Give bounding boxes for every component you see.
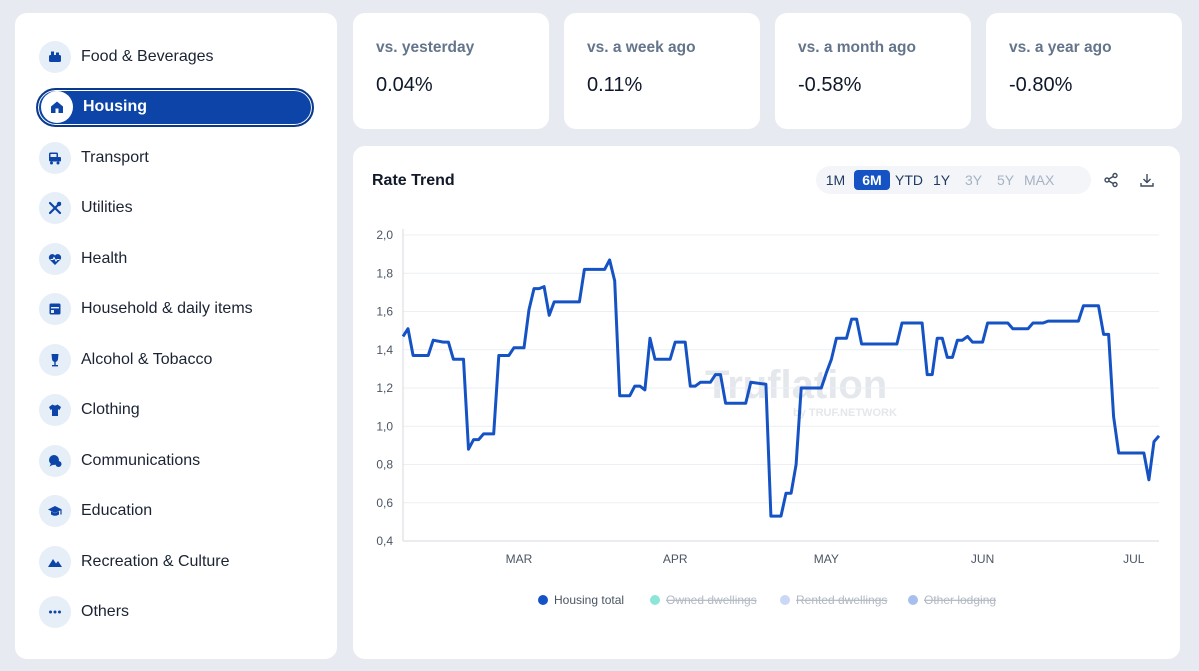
range-max-button[interactable]: MAX — [1024, 172, 1055, 188]
wine-glass-icon — [39, 343, 71, 376]
sidebar-item-label: Alcohol & Tobacco — [81, 350, 213, 368]
household-icon — [39, 293, 71, 325]
legend-item-label[interactable]: Owned dwellings — [666, 593, 757, 607]
mountain-icon — [39, 545, 71, 578]
legend-marker — [650, 595, 660, 605]
sidebar-item-housing[interactable]: Housing — [36, 87, 314, 127]
y-tick-label: 0,4 — [376, 534, 393, 548]
sidebar-item-transport[interactable]: Transport — [36, 138, 314, 177]
y-tick-label: 1,6 — [376, 305, 393, 319]
x-tick-label: MAY — [814, 552, 839, 566]
sidebar-item-food-beverages[interactable]: Food & Beverages — [36, 37, 314, 76]
sidebar-item-label: Food & Beverages — [81, 47, 214, 65]
watermark-brand: Truflation — [705, 363, 887, 407]
sidebar-item-others[interactable]: Others — [36, 593, 314, 632]
stat-card-yesterday: vs. yesterday 0.04% — [353, 13, 549, 129]
y-tick-label: 0,6 — [376, 496, 393, 510]
download-button[interactable] — [1135, 168, 1159, 192]
sidebar-item-household-daily-items[interactable]: Household & daily items — [36, 290, 314, 329]
sidebar-item-utilities[interactable]: Utilities — [36, 189, 314, 228]
legend-marker — [908, 595, 918, 605]
x-tick-label: APR — [663, 552, 688, 566]
stat-value: -0.80% — [1009, 74, 1073, 96]
stat-title: vs. a week ago — [587, 39, 696, 56]
sidebar-item-alcohol-tobacco[interactable]: Alcohol & Tobacco — [36, 340, 314, 379]
y-tick-label: 2,0 — [376, 228, 393, 242]
heart-icon — [39, 242, 71, 275]
sidebar-item-label: Education — [81, 502, 153, 519]
download-icon — [1140, 174, 1154, 187]
category-sidebar: Food & Beverages Housing Transport Utilitie… — [15, 13, 337, 659]
sidebar-item-education[interactable]: Education — [36, 492, 314, 531]
stat-value: 0.04% — [376, 74, 433, 96]
legend-item-label[interactable]: Other lodging — [924, 593, 996, 607]
sidebar-item-label: Household & daily items — [81, 300, 253, 317]
sidebar-item-label: Communications — [81, 451, 201, 469]
sidebar-item-clothing[interactable]: Clothing — [36, 391, 314, 430]
food-icon — [39, 40, 71, 73]
x-tick-label: JUN — [971, 552, 994, 566]
sidebar-item-label: Housing — [83, 98, 147, 115]
sidebar-item-label: Transport — [81, 148, 149, 166]
shirt-icon — [39, 394, 71, 426]
series-line-housing-total — [401, 258, 1161, 518]
sidebar-item-label: Others — [81, 603, 130, 620]
time-range-selector: 1M 6M YTD 1Y 3Y 5Y MAX — [816, 166, 1091, 194]
range-6m-button[interactable]: 6M — [854, 170, 890, 190]
stat-value: 0.11% — [587, 74, 643, 96]
range-ytd-button[interactable]: YTD — [895, 172, 923, 188]
dots-icon — [39, 596, 71, 628]
y-tick-label: 1,0 — [376, 419, 393, 433]
sidebar-item-label: Health — [81, 249, 128, 267]
stat-card-month: vs. a month ago -0.58% — [775, 13, 971, 129]
x-tick-label: MAR — [506, 552, 533, 566]
legend-item-label[interactable]: Rented dwellings — [796, 593, 887, 607]
range-1y-button[interactable]: 1Y — [932, 172, 951, 188]
tools-icon — [39, 192, 71, 224]
sidebar-item-health[interactable]: Health — [36, 239, 314, 278]
stat-title: vs. a year ago — [1009, 39, 1112, 56]
stat-card-week: vs. a week ago 0.11% — [564, 13, 760, 129]
rate-trend-card: Rate Trend 1M 6M YTD 1Y 3Y 5Y MAX Truflation by… — [353, 146, 1180, 659]
stat-title: vs. yesterday — [376, 39, 475, 56]
y-tick-label: 0,8 — [376, 458, 393, 472]
chart-title: Rate Trend — [372, 172, 455, 189]
sidebar-item-recreation-culture[interactable]: Recreation & Culture — [36, 542, 314, 581]
transport-icon — [39, 141, 71, 174]
stat-value: -0.58% — [798, 74, 862, 96]
graduation-cap-icon — [39, 495, 71, 527]
range-5y-button[interactable]: 5Y — [996, 172, 1015, 188]
legend-marker — [780, 595, 790, 605]
y-tick-label: 1,2 — [376, 381, 393, 395]
house-icon — [41, 91, 73, 123]
sidebar-item-label: Clothing — [81, 401, 140, 418]
range-3y-button[interactable]: 3Y — [964, 172, 983, 188]
share-icon — [1104, 172, 1118, 188]
share-button[interactable] — [1099, 168, 1123, 192]
stat-card-year: vs. a year ago -0.80% — [986, 13, 1182, 129]
stat-title: vs. a month ago — [798, 39, 916, 56]
legend-item-label[interactable]: Housing total — [554, 593, 624, 607]
y-tick-label: 1,8 — [376, 266, 393, 280]
sidebar-item-label: Recreation & Culture — [81, 552, 230, 570]
sidebar-item-label: Utilities — [81, 199, 133, 216]
range-1m-button[interactable]: 1M — [825, 172, 846, 188]
chat-icon — [39, 444, 71, 477]
y-tick-label: 1,4 — [376, 343, 393, 357]
x-tick-label: JUL — [1123, 552, 1145, 566]
legend-marker — [538, 595, 548, 605]
watermark-sub: by TRUF.NETWORK — [793, 407, 897, 419]
sidebar-item-communications[interactable]: Communications — [36, 441, 314, 480]
